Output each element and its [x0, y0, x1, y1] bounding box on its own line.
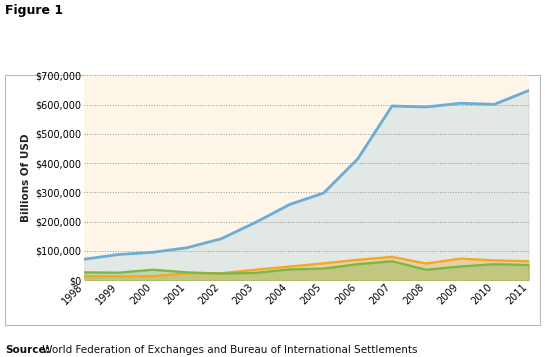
- Text: Derivatives Market Volume: Derivatives Market Volume: [146, 40, 399, 58]
- Text: Figure 1: Figure 1: [5, 4, 64, 16]
- Text: World Federation of Exchanges and Bureau of International Settlements: World Federation of Exchanges and Bureau…: [39, 345, 417, 355]
- Y-axis label: Billions Of USD: Billions Of USD: [21, 134, 32, 222]
- Text: Source:: Source:: [5, 345, 50, 355]
